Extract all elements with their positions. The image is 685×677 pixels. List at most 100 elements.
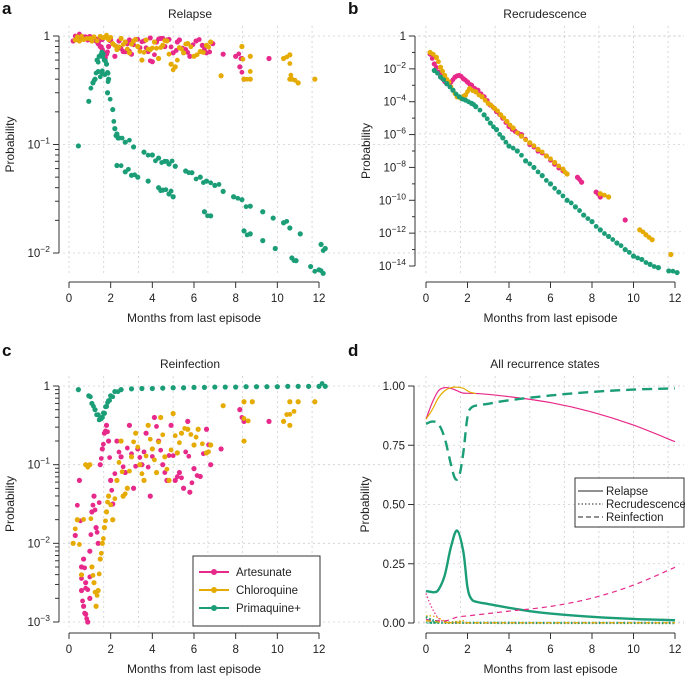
data-point bbox=[189, 480, 195, 486]
data-point bbox=[491, 124, 496, 130]
data-point bbox=[284, 54, 290, 60]
data-point bbox=[100, 441, 106, 447]
data-point bbox=[137, 455, 143, 460]
data-point bbox=[158, 447, 164, 453]
y-tick-label: 10−2 bbox=[28, 244, 51, 260]
data-point bbox=[497, 131, 503, 137]
data-point bbox=[193, 434, 199, 440]
data-point bbox=[312, 76, 318, 82]
data-point bbox=[154, 45, 159, 51]
data-point bbox=[125, 166, 131, 172]
data-point bbox=[437, 64, 444, 70]
data-point bbox=[108, 502, 114, 508]
data-point bbox=[126, 422, 133, 428]
y-tick-label: 1 bbox=[44, 31, 50, 43]
panel-label-d: d bbox=[348, 341, 358, 360]
data-point bbox=[454, 73, 460, 79]
data-point bbox=[622, 217, 628, 223]
data-point bbox=[208, 462, 214, 468]
data-point bbox=[122, 491, 128, 497]
data-point bbox=[88, 532, 94, 538]
data-point bbox=[643, 260, 649, 265]
data-point bbox=[216, 182, 222, 187]
data-point bbox=[280, 418, 287, 424]
data-point bbox=[514, 130, 520, 136]
data-point bbox=[94, 412, 100, 418]
data-point bbox=[172, 163, 178, 169]
data-point bbox=[450, 77, 456, 83]
data-point bbox=[287, 399, 293, 405]
data-layer bbox=[70, 381, 328, 625]
data-point bbox=[535, 146, 541, 152]
data-point bbox=[284, 218, 290, 224]
data-point bbox=[218, 73, 224, 79]
data-point bbox=[180, 385, 187, 391]
data-point bbox=[168, 422, 174, 428]
data-point bbox=[112, 43, 118, 48]
x-tick-label: 4 bbox=[506, 644, 513, 656]
x-tick-label: 12 bbox=[669, 293, 682, 305]
data-point bbox=[253, 384, 260, 390]
data-point bbox=[222, 384, 228, 390]
data-point bbox=[139, 39, 145, 45]
data-point bbox=[514, 148, 520, 154]
data-point bbox=[118, 454, 124, 460]
x-tick-label: 8 bbox=[589, 644, 595, 656]
data-point bbox=[187, 489, 193, 495]
data-point bbox=[430, 51, 436, 57]
data-point bbox=[552, 185, 558, 191]
x-tick-label: 4 bbox=[506, 293, 513, 305]
data-point bbox=[163, 187, 169, 193]
data-point bbox=[647, 261, 653, 267]
data-point bbox=[241, 399, 247, 405]
data-point bbox=[220, 403, 226, 409]
data-point bbox=[212, 182, 218, 188]
data-point bbox=[527, 161, 533, 167]
data-point bbox=[98, 550, 104, 556]
data-point bbox=[560, 193, 566, 199]
data-point bbox=[170, 67, 176, 73]
data-point bbox=[91, 580, 97, 586]
data-point bbox=[180, 50, 187, 56]
legend-marker bbox=[211, 605, 217, 611]
panel-c: Reinfection 1 10−1 10−2 10−3 Probability 0 2 4 6 8… bbox=[3, 357, 684, 676]
data-point bbox=[103, 58, 108, 64]
data-point bbox=[93, 525, 99, 531]
data-point bbox=[287, 61, 293, 66]
data-point bbox=[199, 42, 205, 48]
data-point bbox=[119, 135, 125, 141]
data-point bbox=[626, 249, 632, 255]
data-point bbox=[88, 516, 94, 522]
data-point bbox=[145, 464, 151, 470]
data-point bbox=[168, 447, 174, 453]
data-point bbox=[463, 77, 468, 83]
data-point bbox=[105, 499, 110, 505]
data-point bbox=[105, 43, 112, 50]
x-tick-label: 6 bbox=[547, 644, 553, 656]
y-tick-label: 10−1 bbox=[28, 456, 51, 472]
data-point bbox=[260, 209, 266, 215]
data-point bbox=[109, 487, 115, 493]
data-point bbox=[635, 255, 641, 261]
data-point bbox=[220, 51, 226, 57]
data-point bbox=[160, 432, 166, 438]
data-point bbox=[185, 50, 191, 55]
data-point bbox=[593, 223, 599, 229]
x-tick-label: 6 bbox=[191, 293, 197, 305]
data-point bbox=[247, 69, 253, 74]
data-point bbox=[118, 163, 124, 169]
data-point bbox=[99, 68, 105, 74]
data-point bbox=[112, 496, 118, 502]
x-tick-label: 4 bbox=[149, 644, 156, 656]
data-point bbox=[295, 383, 301, 389]
data-point bbox=[80, 556, 87, 562]
data-point bbox=[510, 125, 516, 131]
data-point bbox=[572, 204, 579, 210]
data-point bbox=[135, 43, 141, 50]
data-point bbox=[89, 38, 95, 44]
data-point bbox=[614, 240, 620, 246]
legend: Artesunate Chloroquine Primaquine+ bbox=[192, 555, 321, 627]
data-point bbox=[129, 41, 134, 47]
data-point bbox=[518, 133, 525, 139]
data-point bbox=[107, 96, 113, 102]
